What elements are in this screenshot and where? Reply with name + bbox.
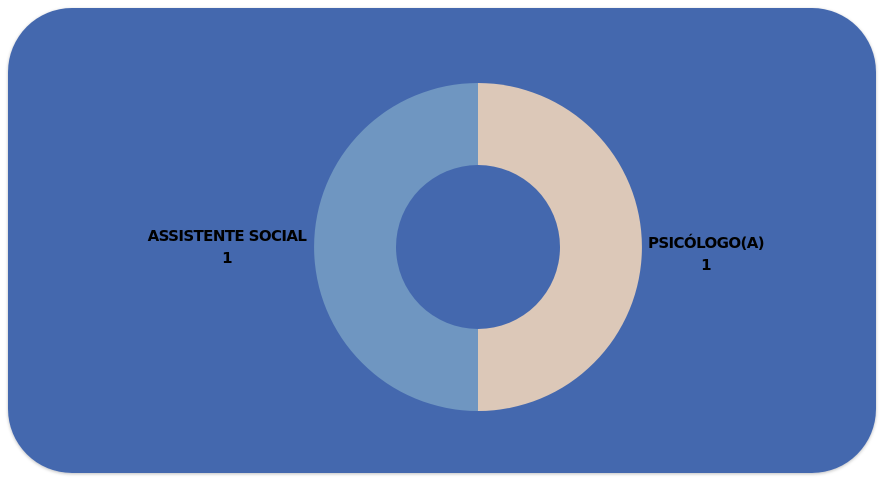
donut-hole — [396, 165, 560, 329]
donut-chart: PSICÓLOGO(A) 1 ASSISTENTE SOCIAL 1 — [8, 8, 876, 473]
data-label-category-psicologo-a: PSICÓLOGO(A) — [648, 233, 764, 252]
data-labels: PSICÓLOGO(A) 1 ASSISTENTE SOCIAL 1 — [148, 227, 765, 274]
data-label-value-psicologo-a: 1 — [701, 256, 711, 274]
chart-card: PSICÓLOGO(A) 1 ASSISTENTE SOCIAL 1 — [8, 8, 876, 473]
data-label-value-assistente-social: 1 — [222, 249, 232, 267]
data-label-category-assistente-social: ASSISTENTE SOCIAL — [148, 227, 308, 245]
